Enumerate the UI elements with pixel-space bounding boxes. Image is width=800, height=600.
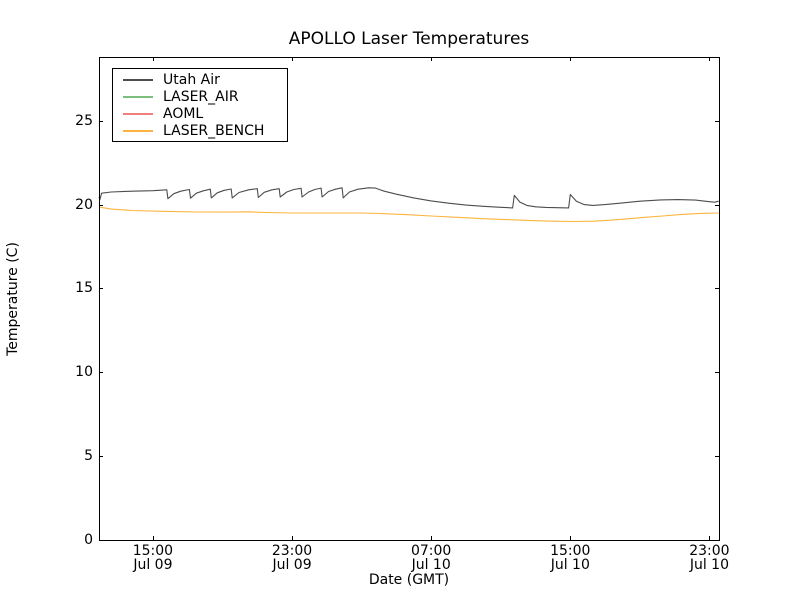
y-tick-label: 25 <box>75 112 93 129</box>
y-tick-label: 20 <box>75 196 93 213</box>
series-line-utah-air <box>98 187 719 209</box>
legend-label: LASER_AIR <box>163 88 239 105</box>
legend-item-laser-air: LASER_AIR <box>113 88 287 105</box>
y-axis-label: Temperature (C) <box>5 242 21 356</box>
x-tick-label: 23:00 Jul 09 <box>271 543 313 573</box>
legend-item-laser-bench: LASER_BENCH <box>113 122 287 139</box>
y-tick-label: 5 <box>84 448 93 465</box>
x-tick-label: 23:00 Jul 10 <box>689 543 730 573</box>
legend-item-aoml: AOML <box>113 105 287 122</box>
legend-label: LASER_BENCH <box>163 122 265 139</box>
legend-line-swatch <box>123 129 153 132</box>
chart-title: APOLLO Laser Temperatures <box>288 29 530 49</box>
legend-label: Utah Air <box>163 71 220 88</box>
series-line-laser-bench <box>98 206 719 223</box>
legend-label: AOML <box>163 105 204 122</box>
y-tick-label: 0 <box>84 532 93 548</box>
legend-item-utah-air: Utah Air <box>113 71 287 88</box>
legend-line-swatch <box>123 112 153 115</box>
x-axis-label: Date (GMT) <box>368 572 450 588</box>
y-tick-label: 15 <box>75 280 93 297</box>
x-tick-label: 07:00 Jul 10 <box>410 543 452 573</box>
legend-line-swatch <box>123 95 153 98</box>
axes-frame <box>99 57 720 541</box>
legend-line-swatch <box>123 78 153 81</box>
x-tick-label: 15:00 Jul 09 <box>132 543 174 573</box>
x-tick-label: 15:00 Jul 10 <box>550 543 591 573</box>
legend-box: Utah Air LASER_AIR AOML LASER_BENCH <box>112 68 288 142</box>
y-tick-label: 10 <box>75 364 93 381</box>
